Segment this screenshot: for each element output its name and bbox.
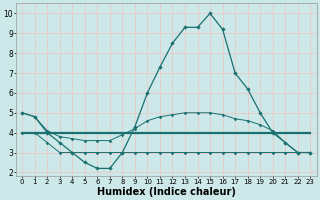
X-axis label: Humidex (Indice chaleur): Humidex (Indice chaleur): [97, 187, 236, 197]
